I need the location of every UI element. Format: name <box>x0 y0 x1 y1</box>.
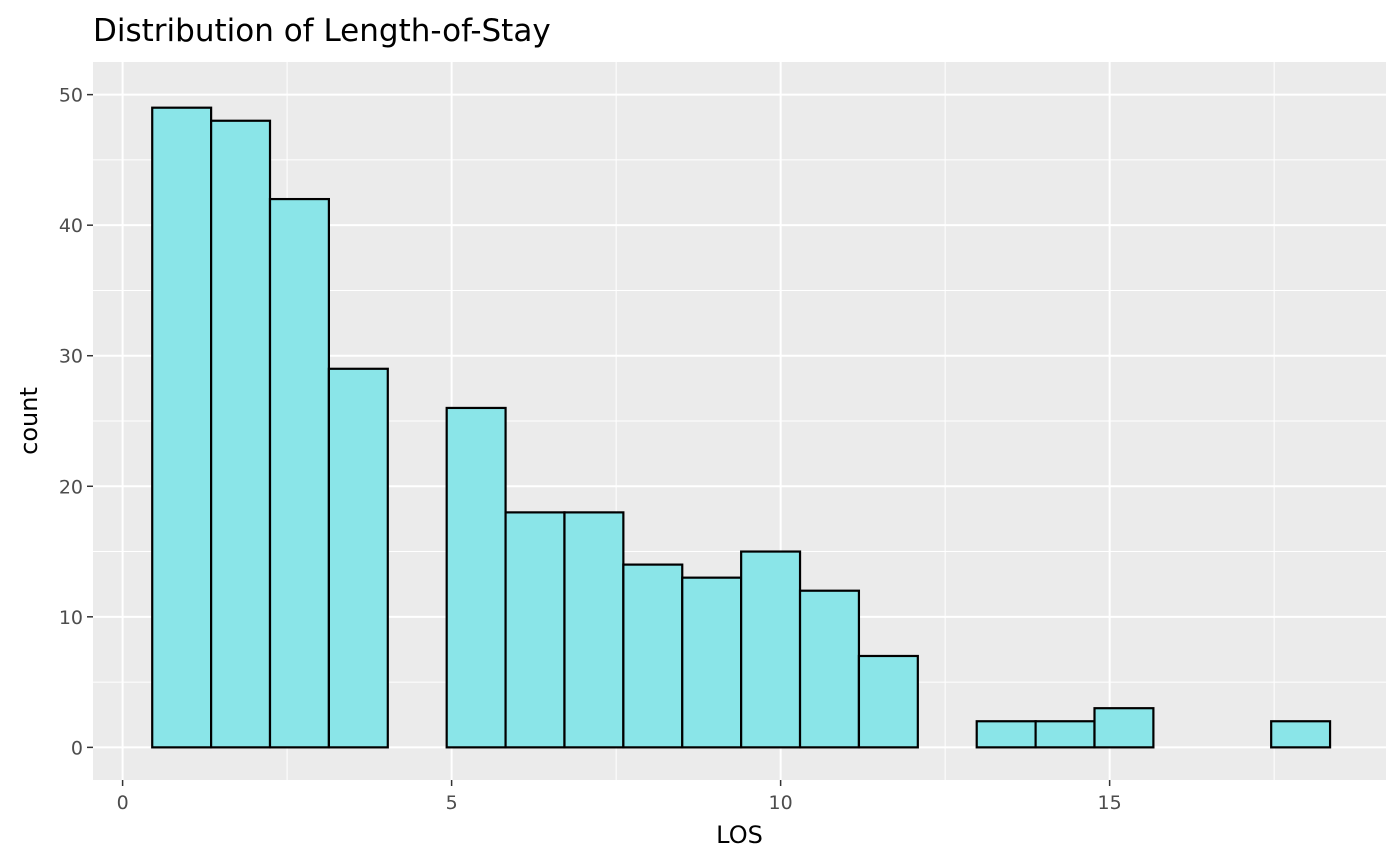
histogram-bar <box>1093 707 1155 749</box>
histogram-bar <box>622 563 684 749</box>
histogram-bar <box>740 550 802 749</box>
histogram-bar <box>975 720 1037 749</box>
y-tick-label: 50 <box>59 85 83 107</box>
chart-title: Distribution of Length-of-Stay <box>93 13 551 49</box>
y-axis: 0 10 20 30 40 50 <box>59 85 93 759</box>
y-tick-label: 20 <box>59 476 83 498</box>
y-tick-label: 10 <box>59 607 83 629</box>
histogram-bars <box>151 106 1332 749</box>
histogram-bar <box>151 106 213 749</box>
histogram-bar <box>445 406 507 749</box>
y-axis-title: count <box>15 387 43 455</box>
x-tick-label: 5 <box>446 792 458 814</box>
histogram-bar <box>798 589 861 749</box>
y-tick-label: 30 <box>59 346 83 368</box>
x-tick-label: 10 <box>769 792 793 814</box>
x-axis: 0 5 10 15 <box>117 780 1122 814</box>
x-tick-label: 15 <box>1098 792 1122 814</box>
histogram-bar <box>210 119 272 749</box>
x-axis-title: LOS <box>716 821 763 849</box>
histogram-bar <box>268 197 330 749</box>
x-tick-label: 0 <box>117 792 129 814</box>
histogram-bar <box>563 511 625 749</box>
y-tick-label: 0 <box>71 737 83 759</box>
histogram-bar <box>504 511 566 749</box>
histogram-bar <box>681 576 743 749</box>
histogram-bar <box>1034 720 1096 749</box>
histogram-bar <box>1270 720 1332 749</box>
histogram-bar <box>857 654 919 749</box>
y-tick-label: 40 <box>59 215 83 237</box>
histogram-bar <box>327 367 389 749</box>
